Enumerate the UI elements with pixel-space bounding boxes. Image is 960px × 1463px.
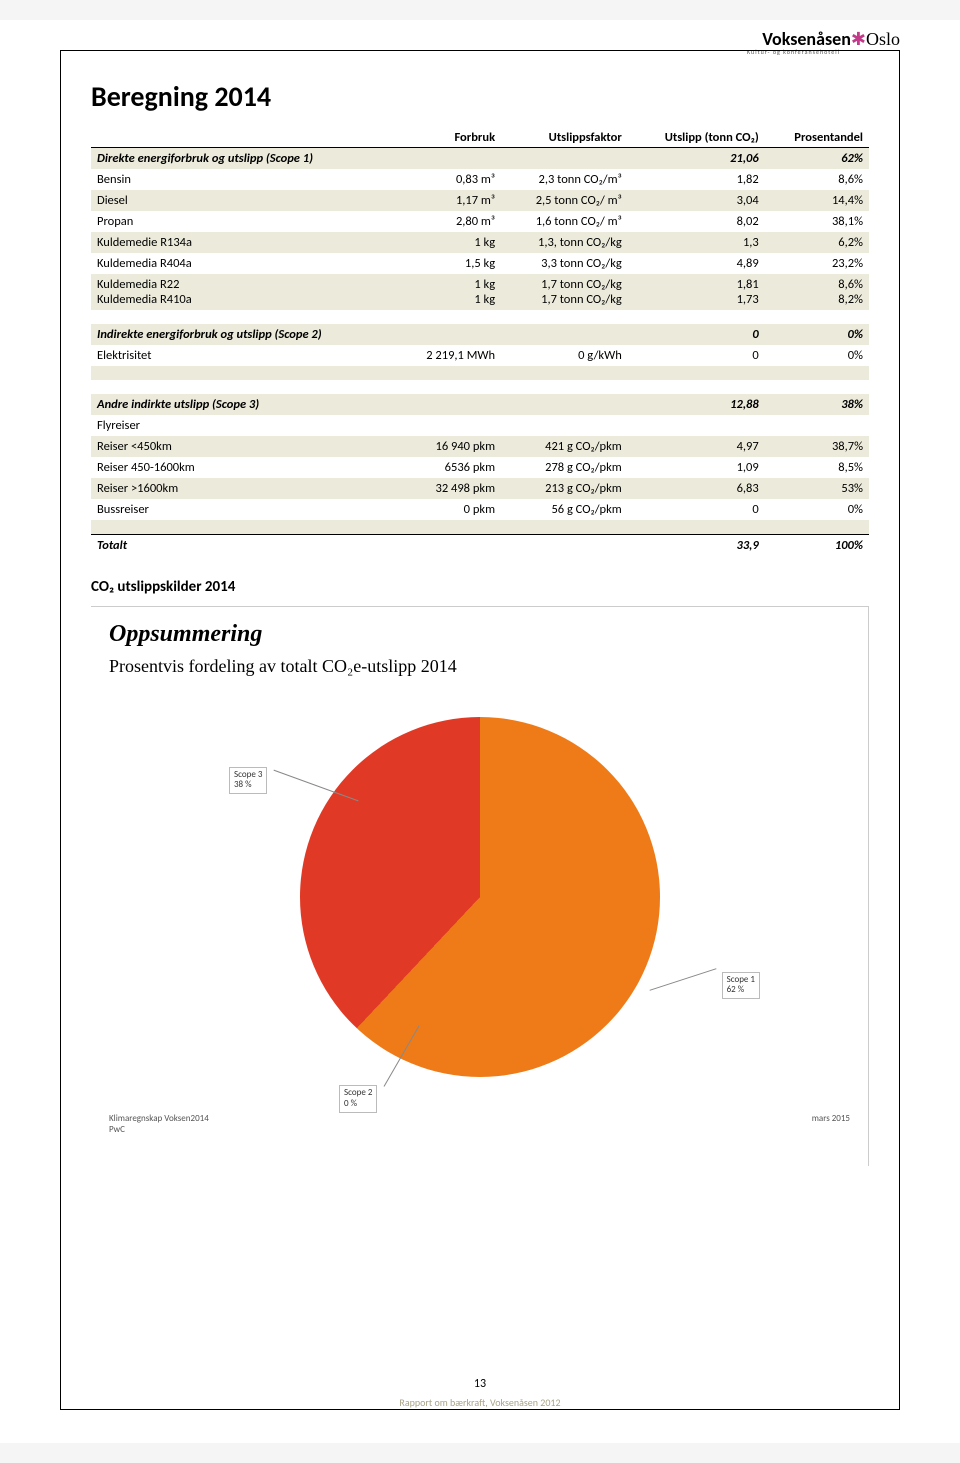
footer-note: Rapport om bærkraft, Voksenåsen 2012 [61, 1396, 899, 1409]
chart-title: Oppsummering [109, 621, 850, 648]
pie-chart [300, 717, 660, 1077]
content-frame: Beregning 2014 Forbruk Utslippsfaktor Ut… [60, 50, 900, 1410]
chart-footer: Klimaregnskap Voksen2014 PwC mars 2015 [109, 1113, 850, 1135]
table-row: Reiser <450km 16 940 pkm 421 g CO₂/pkm 4… [91, 436, 869, 457]
pie-wrap: Scope 3 38 % Scope 1 62 % Scope 2 0 % [109, 687, 850, 1107]
table-row: Reiser >1600km 32 498 pkm 213 g CO₂/pkm … [91, 478, 869, 499]
pie-chart-box: Oppsummering Prosentvis fordeling av tot… [91, 606, 869, 1166]
chart-subtitle: Prosentvis fordeling av totalt CO₂e-utsl… [109, 656, 850, 677]
table-row: Reiser 450-1600km 6536 pkm 278 g CO₂/pkm… [91, 457, 869, 478]
callout-scope2: Scope 2 0 % [339, 1085, 377, 1113]
col-blank [91, 126, 397, 148]
table-row: Elektrisitet 2 219,1 MWh 0 g/kWh 0 0% [91, 345, 869, 366]
table-row: Kuldemedie R134a 1 kg 1,3, tonn CO₂/kg 1… [91, 232, 869, 253]
callout-line [650, 968, 717, 991]
table-row: Bensin 0,83 m³ 2,3 tonn CO₂/m³ 1,82 8,6% [91, 169, 869, 190]
emissions-table: Forbruk Utslippsfaktor Utslipp (tonn CO₂… [91, 126, 869, 556]
col-pct: Prosentandel [765, 126, 869, 148]
chart-section-heading: CO₂ utslippskilder 2014 [91, 578, 869, 596]
scope3-header: Andre indirkte utslipp (Scope 3) 12,88 3… [91, 394, 869, 415]
total-row: Totalt 33,9 100% [91, 534, 869, 556]
table-row: Diesel 1,17 m³ 2,5 tonn CO₂/ m³ 3,04 14,… [91, 190, 869, 211]
col-utslipp: Utslipp (tonn CO₂) [628, 126, 765, 148]
table-header-row: Forbruk Utslippsfaktor Utslipp (tonn CO₂… [91, 126, 869, 148]
page: Voksenåsen✱Oslo Kultur- og konferansehot… [0, 20, 960, 1443]
scope1-header: Direkte energiforbruk og utslipp (Scope … [91, 148, 869, 170]
table-row: Bussreiser 0 pkm 56 g CO₂/pkm 0 0% [91, 499, 869, 520]
scope1-utslipp: 21,06 [628, 148, 765, 170]
scope1-pct: 62% [765, 148, 869, 170]
callout-scope1: Scope 1 62 % [722, 972, 760, 1000]
scope2-header: Indirekte energiforbruk og utslipp (Scop… [91, 324, 869, 345]
page-number: 13 [61, 1377, 899, 1391]
table-row: Kuldemedia R404a 1,5 kg 3,3 tonn CO₂/kg … [91, 253, 869, 274]
callout-scope3: Scope 3 38 % [229, 767, 267, 795]
table-row: Kuldemedia R22 Kuldemedia R410a 1 kg 1 k… [91, 274, 869, 310]
scope1-label: Direkte energiforbruk og utslipp (Scope … [91, 148, 397, 170]
col-forbruk: Forbruk [397, 126, 501, 148]
table-row: Propan 2,80 m³ 1,6 tonn CO₂/ m³ 8,02 38,… [91, 211, 869, 232]
col-faktor: Utslippsfaktor [501, 126, 628, 148]
page-title: Beregning 2014 [91, 79, 869, 114]
table-row: Flyreiser [91, 415, 869, 436]
header-logo: Voksenåsen✱Oslo [762, 28, 900, 50]
